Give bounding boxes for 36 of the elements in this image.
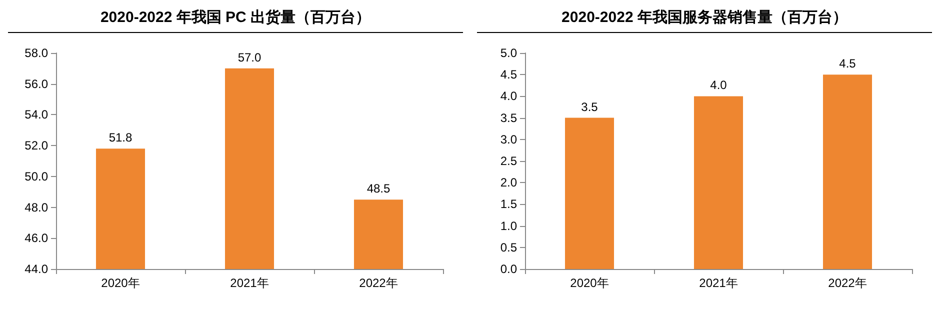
- x-tick-label: 2021年: [699, 276, 738, 290]
- chart-title: 2020-2022 年我国 PC 出货量（百万台）: [8, 8, 463, 33]
- y-tick-label: 3.0: [500, 132, 518, 146]
- y-tick-label: 2.0: [500, 176, 518, 190]
- y-tick-label: 58.0: [24, 46, 48, 60]
- y-tick-label: 4.5: [500, 68, 518, 82]
- data-label: 3.5: [581, 100, 598, 114]
- y-tick-label: 46.0: [24, 231, 48, 246]
- y-tick-label: 1.5: [500, 197, 518, 212]
- y-tick-label: 5.0: [500, 46, 518, 60]
- y-tick-label: 0.5: [500, 240, 518, 254]
- data-label: 4.5: [839, 56, 856, 71]
- data-label: 57.0: [238, 50, 262, 64]
- bar: [564, 118, 614, 269]
- y-tick-label: 2.5: [500, 154, 518, 168]
- x-tick-label: 2020年: [570, 276, 609, 290]
- y-tick-label: 3.5: [500, 110, 518, 125]
- y-tick-label: 44.0: [24, 262, 48, 276]
- data-label: 4.0: [710, 78, 728, 92]
- x-tick-label: 2022年: [359, 276, 398, 290]
- y-tick-label: 4.0: [500, 89, 518, 104]
- y-tick-label: 52.0: [24, 138, 48, 153]
- bar: [822, 74, 872, 269]
- y-tick-label: 50.0: [24, 169, 48, 184]
- chart-title: 2020-2022 年我国服务器销售量（百万台）: [477, 8, 932, 33]
- y-tick-label: 56.0: [24, 76, 48, 91]
- y-tick-label: 54.0: [24, 108, 48, 122]
- data-label: 48.5: [366, 182, 390, 196]
- bar: [694, 96, 744, 269]
- x-tick-label: 2022年: [828, 276, 867, 290]
- data-label: 51.8: [108, 130, 132, 145]
- y-tick-label: 48.0: [24, 200, 48, 214]
- x-tick-label: 2020年: [101, 276, 140, 290]
- x-tick-label: 2021年: [230, 276, 269, 290]
- y-tick-label: 1.0: [500, 218, 518, 233]
- y-tick-label: 0.0: [500, 262, 518, 276]
